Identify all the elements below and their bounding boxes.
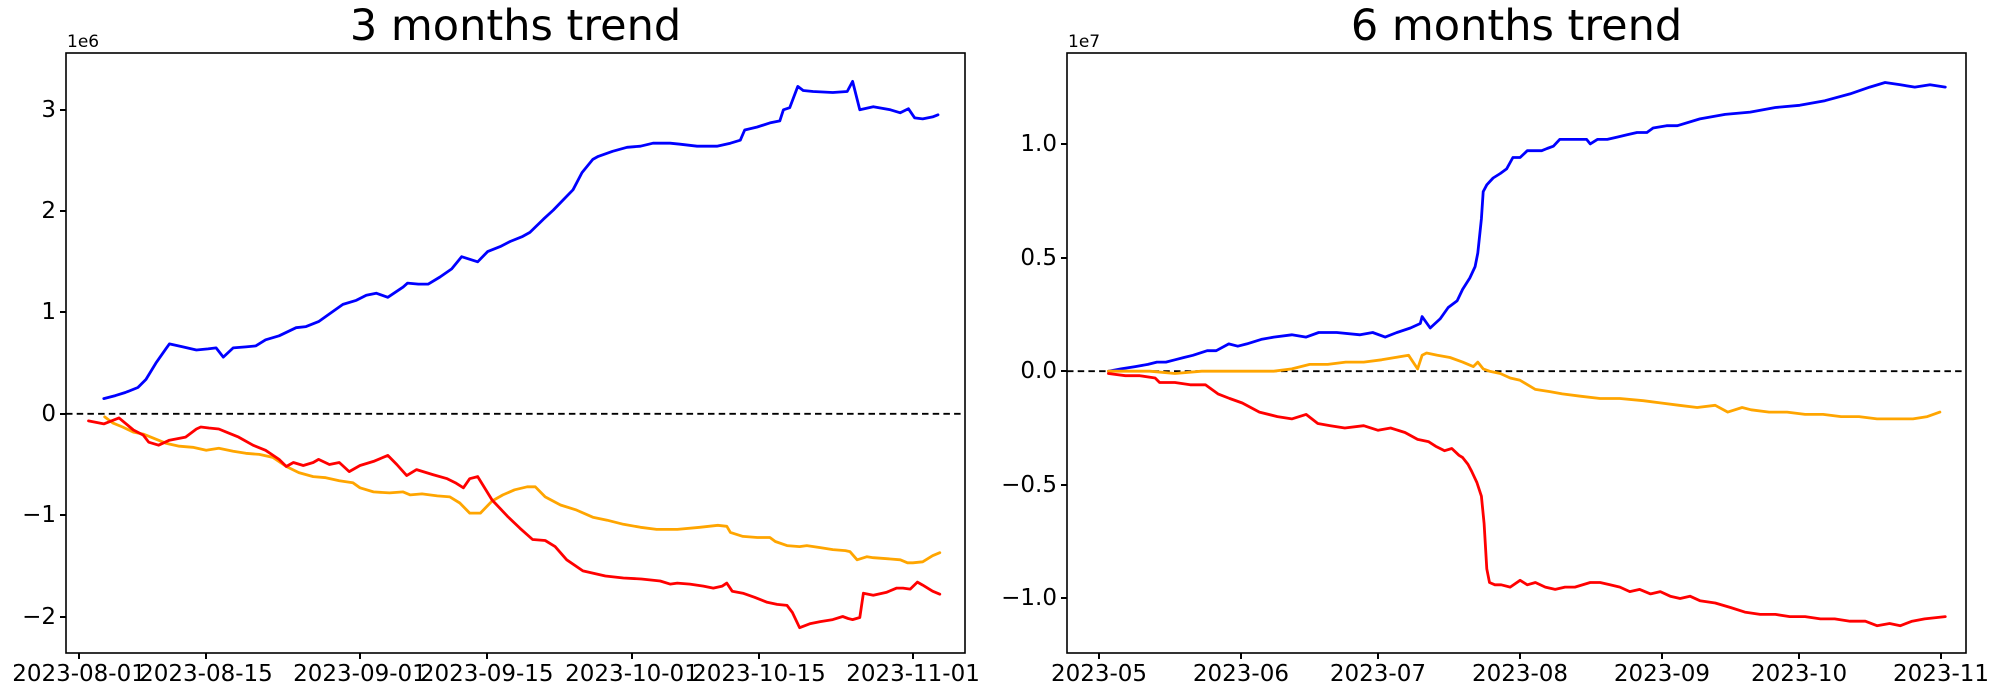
x-tick-label: 2023-08 xyxy=(1471,661,1569,687)
y-axis-offset-label: 1e6 xyxy=(67,32,100,52)
x-tick-label: 2023-08-15 xyxy=(139,661,273,687)
y-tick-label: 0.0 xyxy=(1020,358,1057,385)
y-tick-mark xyxy=(1061,370,1067,373)
x-tick-mark xyxy=(358,653,361,659)
plot-area xyxy=(65,52,966,654)
x-tick-mark xyxy=(1798,653,1801,659)
x-tick-mark xyxy=(204,653,207,659)
plot-3-months-trend: 3 months trend 1e6 3 2 1 0 −1 −2 2023-08-01 202… xyxy=(12,3,980,687)
y-tick-label: 2 xyxy=(41,198,56,225)
y-tick-mark xyxy=(60,311,66,314)
x-tick-mark xyxy=(1376,653,1379,659)
x-tick-mark xyxy=(757,653,760,659)
x-tick-label: 2023-11 xyxy=(1892,661,1990,687)
x-tick-mark xyxy=(485,653,488,659)
x-tick-label: 2023-09-01 xyxy=(293,661,427,687)
x-tick-label: 2023-10-01 xyxy=(565,661,699,687)
series-line-orange xyxy=(103,415,942,565)
y-tick-label: −1 xyxy=(22,502,56,529)
axes-frame xyxy=(1066,52,1967,654)
y-axis-offset-label: 1e7 xyxy=(1068,32,1101,52)
plot-6-months-trend: 6 months trend 1e7 1.0 0.5 0.0 −0.5 −1.0 2023… xyxy=(1001,3,1989,687)
x-tick-label: 2023-09-15 xyxy=(419,661,554,687)
y-tick-mark xyxy=(1061,142,1067,145)
x-tick-label: 2023-09 xyxy=(1613,661,1710,687)
y-tick-mark xyxy=(1061,256,1067,259)
plot-area xyxy=(1066,52,1967,654)
y-tick-label: −1.0 xyxy=(1001,585,1057,612)
x-tick-mark xyxy=(1940,653,1942,659)
axes-frame xyxy=(65,52,966,654)
series-line-red xyxy=(1107,372,1947,628)
x-tick-label: 2023-08-01 xyxy=(12,661,146,687)
series-line-orange xyxy=(1107,351,1942,421)
y-tick-label: 1.0 xyxy=(1020,130,1057,157)
y-tick-mark xyxy=(60,514,66,517)
y-tick-mark xyxy=(1061,483,1067,486)
x-tick-label: 2023-06 xyxy=(1192,661,1289,687)
x-tick-label: 2023-11-01 xyxy=(846,661,980,687)
y-tick-mark xyxy=(60,108,66,111)
series-line-blue xyxy=(102,79,940,401)
x-tick-mark xyxy=(1660,653,1663,659)
x-tick-mark xyxy=(631,653,633,659)
plot-title: 3 months trend xyxy=(349,1,682,51)
x-tick-mark xyxy=(1239,653,1242,659)
y-tick-label: −2 xyxy=(22,603,56,630)
x-tick-mark xyxy=(78,653,81,659)
y-tick-mark xyxy=(60,615,66,618)
y-tick-label: 0.5 xyxy=(1020,244,1057,271)
plot-title: 6 months trend xyxy=(1350,1,1683,51)
x-tick-mark xyxy=(1519,653,1521,659)
x-tick-label: 2023-07 xyxy=(1329,661,1426,687)
series-line-blue xyxy=(1107,81,1947,373)
y-tick-label: −0.5 xyxy=(1001,471,1057,498)
series-line-red xyxy=(87,416,942,630)
x-tick-mark xyxy=(912,653,915,659)
y-tick-label: 0 xyxy=(41,400,56,427)
y-tick-label: 3 xyxy=(41,96,56,123)
y-tick-label: 1 xyxy=(41,299,56,326)
x-tick-label: 2023-05 xyxy=(1050,661,1148,687)
x-tick-mark xyxy=(1098,653,1100,659)
y-tick-mark xyxy=(60,412,66,415)
x-tick-label: 2023-10-15 xyxy=(692,661,826,687)
y-tick-mark xyxy=(1061,597,1067,600)
y-tick-mark xyxy=(60,210,66,213)
x-tick-label: 2023-10 xyxy=(1750,661,1848,687)
